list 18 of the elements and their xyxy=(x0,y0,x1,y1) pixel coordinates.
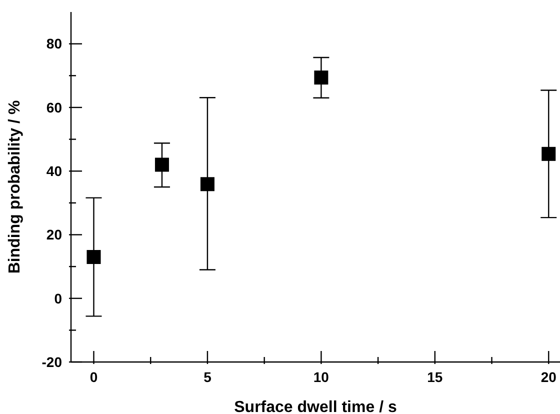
y-tick-label: 80 xyxy=(46,36,62,52)
point xyxy=(314,70,328,85)
y-tick-label: 0 xyxy=(54,290,62,306)
x-tick-label: 0 xyxy=(90,369,98,385)
x-axis-title: Surface dwell time / s xyxy=(234,399,397,414)
point xyxy=(154,158,169,172)
y-tick-label: 40 xyxy=(46,162,62,179)
y-tick-label: 20 xyxy=(46,226,62,243)
x-tick-label: 5 xyxy=(204,369,212,385)
x-tick-label: 15 xyxy=(427,369,443,385)
y-tick-label: 60 xyxy=(46,99,62,116)
x-tick-label: 20 xyxy=(540,369,557,385)
y-axis-title: Binding probability / % xyxy=(6,100,24,274)
point xyxy=(542,146,556,161)
point xyxy=(200,177,214,192)
point xyxy=(86,250,101,264)
x-tick-label: 10 xyxy=(313,369,330,385)
y-tick-label: -20 xyxy=(42,354,62,370)
